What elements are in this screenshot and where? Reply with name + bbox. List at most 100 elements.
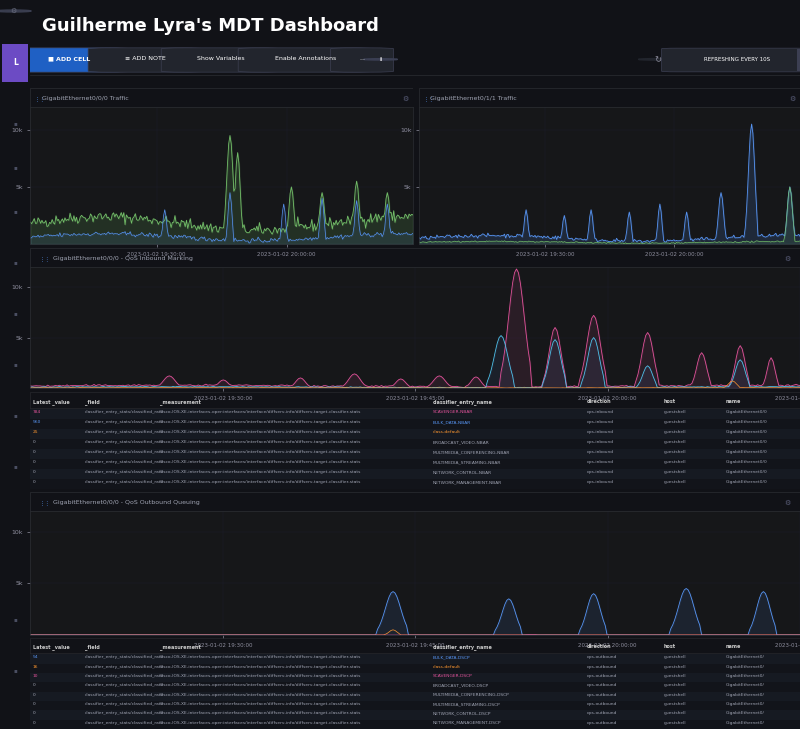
Text: ▪: ▪ xyxy=(14,464,17,469)
Text: name: name xyxy=(726,644,741,650)
Text: qos-inbound: qos-inbound xyxy=(587,470,614,474)
Text: qos-outbound: qos-outbound xyxy=(587,712,617,715)
Text: ...: ... xyxy=(359,56,365,61)
Text: Latest _value: Latest _value xyxy=(33,399,70,405)
Text: MULTIMEDIA_CONFERENCING-NBAR: MULTIMEDIA_CONFERENCING-NBAR xyxy=(433,451,510,454)
Text: qos-inbound: qos-inbound xyxy=(587,421,614,424)
Text: guestshell: guestshell xyxy=(664,440,686,444)
Text: classifier_entry_stats/classified_rate: classifier_entry_stats/classified_rate xyxy=(85,693,164,697)
Text: classifier_entry_stats/classified_rate: classifier_entry_stats/classified_rate xyxy=(85,720,164,725)
Text: 54: 54 xyxy=(33,655,38,659)
Text: GigabitEthernet0/: GigabitEthernet0/ xyxy=(726,712,764,715)
Text: Cisco-IOS-XE-interfaces-oper:interfaces/interface/diffserv-info/diffserv-target-: Cisco-IOS-XE-interfaces-oper:interfaces/… xyxy=(160,470,361,474)
Text: guestshell: guestshell xyxy=(664,451,686,454)
Text: classifier_entry_stats/classified_rate: classifier_entry_stats/classified_rate xyxy=(85,655,164,659)
FancyBboxPatch shape xyxy=(88,48,203,72)
Text: ▪: ▪ xyxy=(14,209,17,214)
Text: qos-outbound: qos-outbound xyxy=(587,720,617,725)
Text: Cisco-IOS-XE-interfaces-oper:interfaces/interface/diffserv-info/diffserv-target-: Cisco-IOS-XE-interfaces-oper:interfaces/… xyxy=(160,683,361,687)
Text: class-default: class-default xyxy=(433,430,461,434)
Bar xyxy=(30,440,800,449)
Text: GigabitEthernet0/: GigabitEthernet0/ xyxy=(726,720,764,725)
FancyBboxPatch shape xyxy=(662,48,800,72)
Bar xyxy=(30,419,800,429)
Text: guestshell: guestshell xyxy=(664,480,686,484)
Bar xyxy=(30,701,800,710)
Text: BROADCAST_VIDEO-DSCP: BROADCAST_VIDEO-DSCP xyxy=(433,683,489,687)
Text: SCAVENGER-NBAR: SCAVENGER-NBAR xyxy=(433,410,474,414)
Text: 10: 10 xyxy=(33,674,38,678)
Text: qos-inbound: qos-inbound xyxy=(587,430,614,434)
FancyBboxPatch shape xyxy=(330,48,394,72)
Text: ▪: ▪ xyxy=(14,413,17,418)
Bar xyxy=(2,44,28,82)
Text: GigabitEthernet0/0/0 Traffic: GigabitEthernet0/0/0 Traffic xyxy=(42,96,129,101)
Text: ⋮⋮: ⋮⋮ xyxy=(40,500,50,505)
Text: NETWORK_MANAGEMENT-DSCP: NETWORK_MANAGEMENT-DSCP xyxy=(433,720,502,725)
Text: 0: 0 xyxy=(33,693,35,697)
Bar xyxy=(30,469,800,479)
Text: GigabitEthernet0/0: GigabitEthernet0/0 xyxy=(726,451,767,454)
Text: classifier_entry_stats/classified_rate: classifier_entry_stats/classified_rate xyxy=(85,410,164,414)
Text: guestshell: guestshell xyxy=(664,665,686,668)
Text: GigabitEthernet0/0: GigabitEthernet0/0 xyxy=(726,421,767,424)
Text: classifier_entry_name: classifier_entry_name xyxy=(433,399,493,405)
Text: classifier_entry_stats/classified_rate: classifier_entry_stats/classified_rate xyxy=(85,440,164,444)
Text: 16: 16 xyxy=(33,665,38,668)
Text: guestshell: guestshell xyxy=(664,720,686,725)
Circle shape xyxy=(364,58,398,60)
Text: 784: 784 xyxy=(33,410,41,414)
Text: REFRESHING EVERY 10S: REFRESHING EVERY 10S xyxy=(704,57,770,62)
Text: guestshell: guestshell xyxy=(664,655,686,659)
Text: ▪: ▪ xyxy=(14,260,17,265)
Text: qos-outbound: qos-outbound xyxy=(587,665,617,668)
Text: Show Variables: Show Variables xyxy=(197,56,245,61)
Text: MULTIMEDIA_STREAMING-NBAR: MULTIMEDIA_STREAMING-NBAR xyxy=(433,460,502,464)
Text: Cisco-IOS-XE-interfaces-oper:interfaces/interface/diffserv-info/diffserv-target-: Cisco-IOS-XE-interfaces-oper:interfaces/… xyxy=(160,451,361,454)
Text: direction: direction xyxy=(587,399,611,404)
Text: NETWORK_MANAGEMENT-NBAR: NETWORK_MANAGEMENT-NBAR xyxy=(433,480,502,484)
Text: qos-outbound: qos-outbound xyxy=(587,674,617,678)
Text: GigabitEthernet0/0: GigabitEthernet0/0 xyxy=(726,410,767,414)
Text: 0: 0 xyxy=(33,712,35,715)
Bar xyxy=(30,479,800,489)
Text: BULK_DATA-NBAR: BULK_DATA-NBAR xyxy=(433,421,471,424)
Text: classifier_entry_stats/classified_rate: classifier_entry_stats/classified_rate xyxy=(85,480,164,484)
Text: NETWORK_CONTROL-DSCP: NETWORK_CONTROL-DSCP xyxy=(433,712,491,715)
Circle shape xyxy=(0,10,31,12)
Text: Cisco-IOS-XE-interfaces-oper:interfaces/interface/diffserv-info/diffserv-target-: Cisco-IOS-XE-interfaces-oper:interfaces/… xyxy=(160,480,361,484)
Text: GigabitEthernet0/0: GigabitEthernet0/0 xyxy=(726,470,767,474)
Text: _field: _field xyxy=(85,644,100,650)
Text: ▪: ▪ xyxy=(14,362,17,367)
Text: Cisco-IOS-XE-interfaces-oper:interfaces/interface/diffserv-info/diffserv-target-: Cisco-IOS-XE-interfaces-oper:interfaces/… xyxy=(160,460,361,464)
Text: ⚙: ⚙ xyxy=(789,95,795,101)
Text: ■ ADD CELL: ■ ADD CELL xyxy=(48,56,90,61)
Text: _field: _field xyxy=(85,399,100,405)
Text: guestshell: guestshell xyxy=(664,410,686,414)
Text: BULK_DATA-DSCP: BULK_DATA-DSCP xyxy=(433,655,470,659)
Text: classifier_entry_name: classifier_entry_name xyxy=(433,644,493,650)
Text: GigabitEthernet0/: GigabitEthernet0/ xyxy=(726,702,764,706)
Text: guestshell: guestshell xyxy=(664,470,686,474)
Text: classifier_entry_stats/classified_rate: classifier_entry_stats/classified_rate xyxy=(85,421,164,424)
Text: Cisco-IOS-XE-interfaces-oper:interfaces/interface/diffserv-info/diffserv-target-: Cisco-IOS-XE-interfaces-oper:interfaces/… xyxy=(160,712,361,715)
Bar xyxy=(30,663,800,673)
Text: classifier_entry_stats/classified_rate: classifier_entry_stats/classified_rate xyxy=(85,470,164,474)
Text: Cisco-IOS-XE-interfaces-oper:interfaces/interface/diffserv-info/diffserv-target-: Cisco-IOS-XE-interfaces-oper:interfaces/… xyxy=(160,440,361,444)
Text: GigabitEthernet0/: GigabitEthernet0/ xyxy=(726,665,764,668)
Bar xyxy=(30,410,800,419)
Text: 25: 25 xyxy=(33,430,38,434)
Text: classifier_entry_stats/classified_rate: classifier_entry_stats/classified_rate xyxy=(85,712,164,715)
Circle shape xyxy=(638,58,677,61)
Bar xyxy=(30,459,800,469)
Text: 0: 0 xyxy=(33,470,35,474)
Text: qos-outbound: qos-outbound xyxy=(587,683,617,687)
Text: name: name xyxy=(726,399,741,404)
Text: ≡ ADD NOTE: ≡ ADD NOTE xyxy=(126,56,166,61)
Text: classifier_entry_stats/classified_rate: classifier_entry_stats/classified_rate xyxy=(85,683,164,687)
Text: GigabitEthernet0/0/0 - QoS Outbound Queuing: GigabitEthernet0/0/0 - QoS Outbound Queu… xyxy=(54,500,200,505)
Text: guestshell: guestshell xyxy=(664,421,686,424)
Text: GigabitEthernet0/: GigabitEthernet0/ xyxy=(726,655,764,659)
Text: i: i xyxy=(379,57,382,62)
Text: Cisco-IOS-XE-interfaces-oper:interfaces/interface/diffserv-info/diffserv-target-: Cisco-IOS-XE-interfaces-oper:interfaces/… xyxy=(160,674,361,678)
